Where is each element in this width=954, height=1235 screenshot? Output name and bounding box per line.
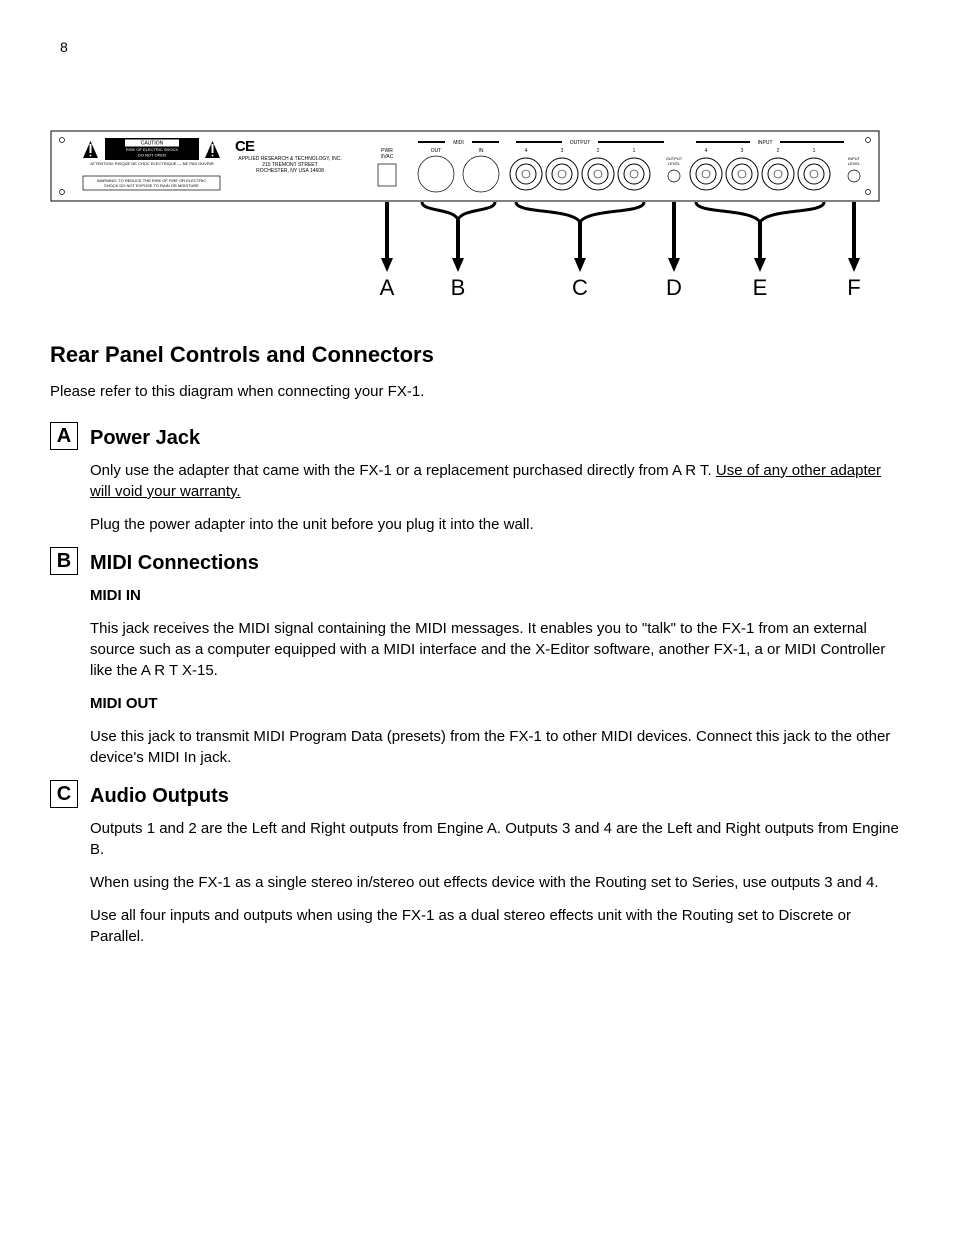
rear-panel-svg: CAUTION RISK OF ELECTRIC SHOCK DO NOT OP…: [50, 130, 880, 310]
in4-label: 4: [705, 148, 708, 154]
B-paragraph-in: This jack receives the MIDI signal conta…: [90, 618, 904, 681]
power-jack: [378, 164, 396, 186]
page-number: 8: [60, 38, 68, 58]
mfr-line3: ROCHESTER, NY USA 14608: [256, 168, 324, 174]
A-p1-pre: Only use the adapter that came with the …: [90, 462, 716, 479]
callout-row-A: A Power Jack: [50, 422, 904, 452]
output-title: OUTPUT: [570, 140, 591, 146]
warning-line2: SHOCK DO NOT EXPOSE TO RAIN OR MOISTURE: [104, 183, 199, 188]
midi-in-label: IN: [479, 148, 484, 154]
input-jack-1: [798, 158, 830, 190]
callout-row-C: C Audio Outputs: [50, 780, 904, 810]
output-jack-3: [546, 158, 578, 190]
callout-B: B: [451, 275, 466, 300]
in1-label: 1: [813, 148, 816, 154]
output-level-knob: [668, 170, 680, 182]
input-jack-2: [762, 158, 794, 190]
C-paragraph-3: Use all four inputs and outputs when usi…: [90, 905, 904, 947]
in2-label: 2: [777, 148, 780, 154]
A-paragraph-2: Plug the power adapter into the unit bef…: [90, 514, 904, 535]
letter-box-A: A: [50, 422, 78, 450]
callout-C: C: [572, 275, 588, 300]
rear-panel-diagram: CAUTION RISK OF ELECTRIC SHOCK DO NOT OP…: [50, 130, 904, 310]
pwr-label2: 9VAC: [381, 154, 394, 160]
out2-label: 2: [597, 148, 600, 154]
callout-D: D: [666, 275, 682, 300]
input-jack-4: [690, 158, 722, 190]
callout-E: E: [753, 275, 768, 300]
midi-out-label: OUT: [431, 148, 442, 154]
output-level-label2: LEVEL: [668, 161, 681, 166]
B-subhead-out: MIDI OUT: [90, 693, 904, 714]
output-jack-4: [510, 158, 542, 190]
out1-label: 1: [633, 148, 636, 154]
C-paragraph-2: When using the FX-1 as a single stereo i…: [90, 872, 904, 893]
caution-line2: DO NOT OPEN: [138, 153, 166, 158]
section-subtitle: Please refer to this diagram when connec…: [50, 381, 904, 402]
in3-label: 3: [741, 148, 744, 154]
output-jack-2: [582, 158, 614, 190]
A-paragraph-1: Only use the adapter that came with the …: [90, 460, 904, 502]
output-jack-1: [618, 158, 650, 190]
caution-line1: RISK OF ELECTRIC SHOCK: [126, 147, 179, 152]
midi-title: MIDI: [453, 140, 464, 146]
B-subhead-in: MIDI IN: [90, 585, 904, 606]
callout-A: A: [380, 275, 395, 300]
midi-out-jack: [418, 156, 454, 192]
callout-title-B: MIDI Connections: [90, 547, 259, 577]
letter-box-B: B: [50, 547, 78, 575]
input-jack-3: [726, 158, 758, 190]
input-title: INPUT: [758, 140, 773, 146]
callout-title-A: Power Jack: [90, 422, 200, 452]
caution-below: ATTENTION: RISQUE DE CHOC ELECTRIQUE — N…: [90, 161, 214, 166]
section-title: Rear Panel Controls and Connectors: [50, 340, 904, 371]
callout-F: F: [847, 275, 860, 300]
C-paragraph-1: Outputs 1 and 2 are the Left and Right o…: [90, 818, 904, 860]
input-level-knob: [848, 170, 860, 182]
input-level-label2: LEVEL: [848, 161, 861, 166]
ce-mark-e: E: [245, 138, 255, 155]
out4-label: 4: [525, 148, 528, 154]
B-paragraph-out: Use this jack to transmit MIDI Program D…: [90, 726, 904, 768]
callout-title-C: Audio Outputs: [90, 780, 229, 810]
midi-in-jack: [463, 156, 499, 192]
caution-title: CAUTION: [141, 141, 164, 147]
callout-row-B: B MIDI Connections: [50, 547, 904, 577]
out3-label: 3: [561, 148, 564, 154]
letter-box-C: C: [50, 780, 78, 808]
